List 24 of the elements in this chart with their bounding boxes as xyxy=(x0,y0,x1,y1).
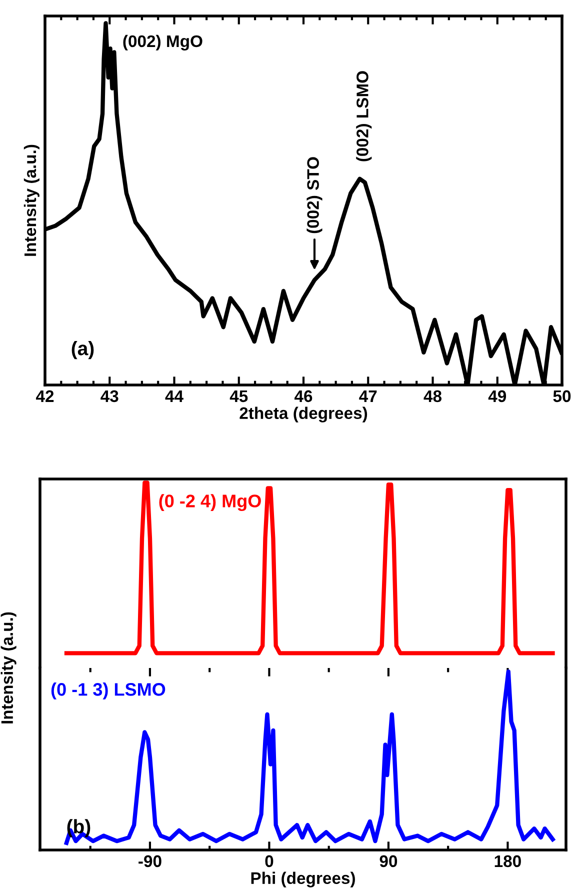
x-tick-label: 45 xyxy=(230,390,248,402)
x-tick-label: 180 xyxy=(494,855,521,868)
annotation: (002) STO xyxy=(306,157,322,234)
x-tick-label: 90 xyxy=(380,855,398,868)
x-tick-label: 42 xyxy=(36,390,54,402)
annotation: (002) LSMO xyxy=(356,71,372,162)
y-axis-title: Intensity (a.u.) xyxy=(24,144,40,256)
annotation: (b) xyxy=(67,819,90,838)
x-axis-title: 2theta (degrees) xyxy=(240,406,368,422)
x-tick-label: 44 xyxy=(165,390,184,402)
y-axis-title: Intensity (a.u.) xyxy=(0,612,16,724)
x-tick-label: 48 xyxy=(424,390,442,402)
x-tick-label: 43 xyxy=(100,390,118,402)
annotation: (002) MgO xyxy=(123,34,202,50)
annotation: (a) xyxy=(72,341,94,360)
x-tick-label: 46 xyxy=(294,390,312,402)
x-tick-label: -90 xyxy=(138,855,162,868)
x-tick-label: 49 xyxy=(488,390,506,402)
text: (0 -1 3) LSMO xyxy=(51,682,166,700)
series-label: (0 -2 4) MgO xyxy=(159,494,261,512)
x-tick-label: 50 xyxy=(553,390,571,402)
x-tick-label: 47 xyxy=(359,390,377,402)
x-axis-title: Phi (degrees) xyxy=(251,872,355,888)
x-tick-label: 0 xyxy=(265,855,274,868)
